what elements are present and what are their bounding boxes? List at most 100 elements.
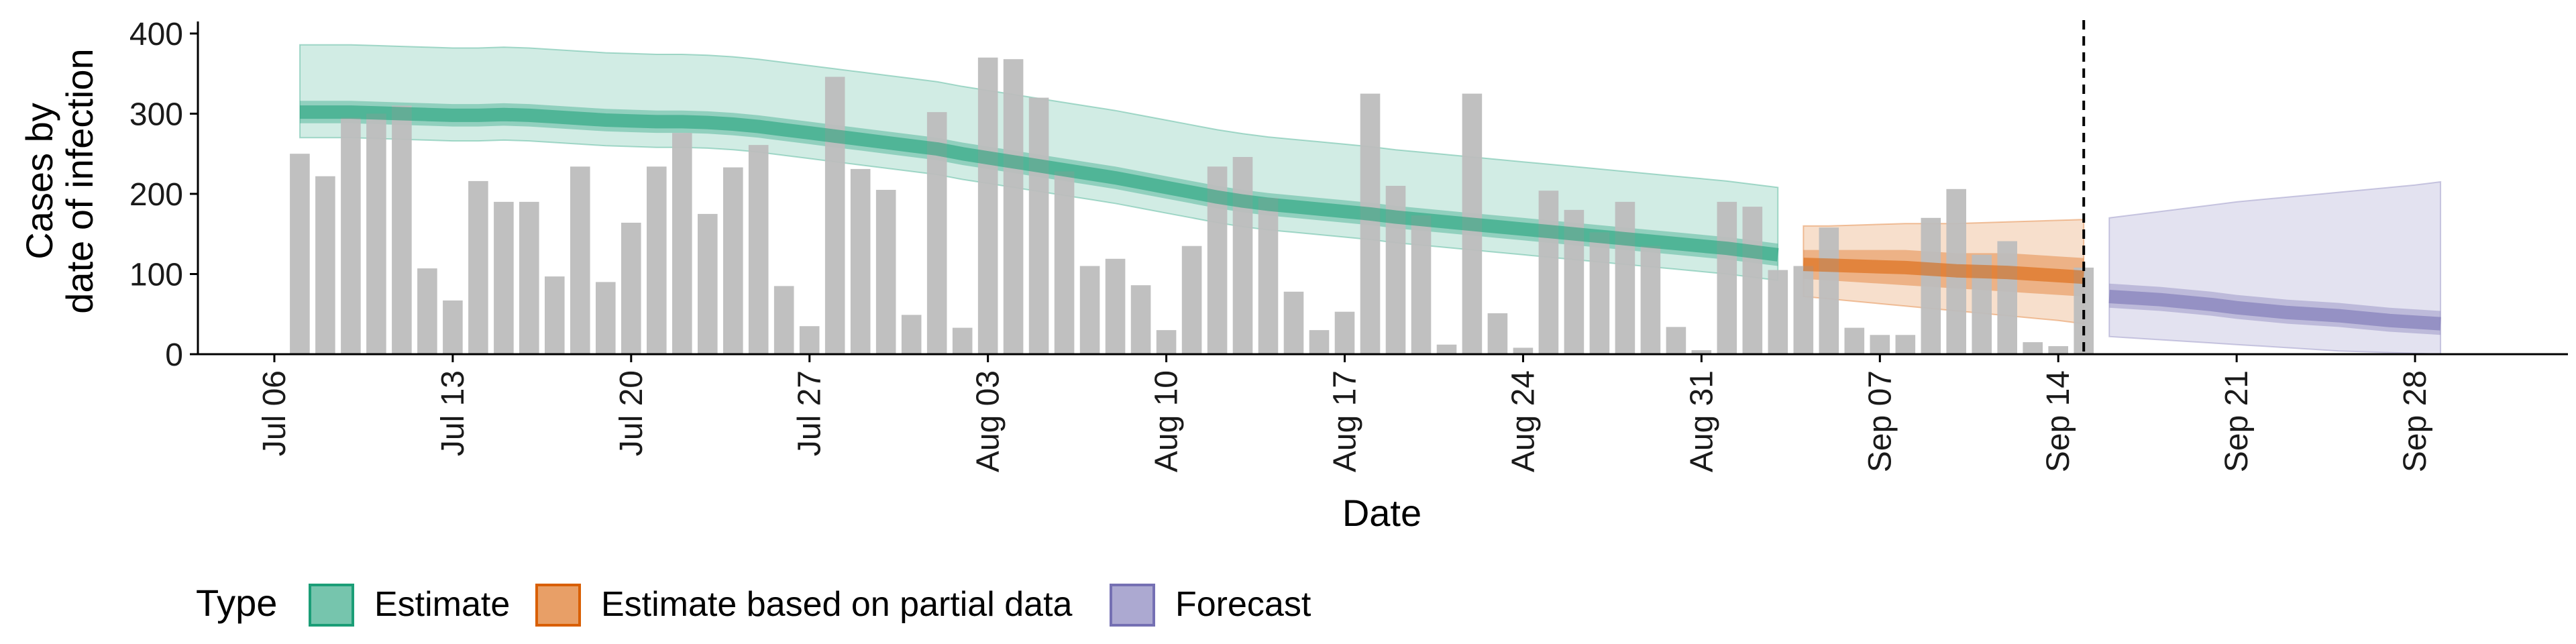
bar: [1742, 207, 1763, 354]
x-tick-label: Jul 06: [257, 370, 292, 456]
bar: [1487, 313, 1508, 354]
y-axis-title-line-1: Cases by: [18, 103, 60, 259]
bar: [1130, 285, 1151, 354]
bar: [672, 133, 692, 354]
bar: [621, 223, 641, 354]
x-tick-label: Aug 03: [971, 370, 1006, 472]
bar: [748, 145, 769, 354]
x-tick-label: Aug 10: [1149, 370, 1185, 472]
bar: [1768, 270, 1788, 354]
bar: [952, 327, 973, 354]
bar: [1895, 335, 1916, 354]
bar: [545, 276, 565, 354]
legend-key-estimate: [309, 584, 354, 627]
bar: [519, 201, 539, 354]
bar: [1105, 258, 1126, 354]
bar: [1615, 201, 1635, 354]
bar: [1028, 97, 1049, 354]
bar: [1436, 344, 1457, 354]
bar: [773, 286, 794, 354]
x-ticks: Jul 06 Jul 13 Jul 20 Jul 27 Aug 03 Aug 10 Aug …: [257, 354, 2433, 472]
x-tick-label: Jul 27: [792, 370, 828, 456]
x-tick-label: Jul 20: [614, 370, 649, 456]
bar: [850, 168, 871, 354]
bar: [417, 268, 437, 354]
bar: [2048, 346, 2068, 354]
bar: [1258, 198, 1279, 354]
legend-title: Type: [196, 582, 277, 624]
bar: [1589, 232, 1610, 354]
bar: [1538, 191, 1559, 354]
bar: [1079, 266, 1100, 354]
bar: [596, 282, 616, 354]
bar: [1819, 227, 1839, 354]
bar: [1691, 350, 1712, 354]
bar: [1666, 327, 1686, 354]
bar: [1997, 241, 2017, 354]
bar: [290, 154, 310, 354]
bar: [1921, 217, 1941, 354]
bar: [1870, 335, 1890, 354]
x-tick-label: Aug 17: [1328, 370, 1363, 472]
x-tick-label: Sep 21: [2219, 370, 2255, 472]
x-tick-label: Sep 14: [2041, 370, 2076, 472]
bar: [1793, 266, 1814, 354]
bar: [468, 180, 488, 354]
bar: [1309, 330, 1330, 354]
bar: [977, 57, 998, 355]
x-tick-label: Aug 31: [1684, 370, 1719, 472]
bar: [1513, 347, 1534, 354]
bar: [1232, 157, 1253, 354]
y-tick-label: 400: [129, 17, 183, 52]
bar: [443, 300, 463, 354]
bar: [799, 326, 820, 354]
bar: [901, 315, 922, 354]
y-tick-label: 100: [129, 257, 183, 292]
bar: [341, 117, 361, 354]
bar: [1283, 291, 1304, 354]
x-tick-label: Sep 07: [1862, 370, 1898, 472]
bar: [698, 213, 718, 354]
legend-key-estimate-partial: [535, 584, 581, 627]
bar: [1717, 201, 1737, 354]
x-tick-label: Sep 28: [2398, 370, 2433, 472]
legend-label-estimate-partial: Estimate based on partial data: [601, 585, 1073, 624]
bar: [875, 190, 896, 354]
bar: [1334, 311, 1355, 354]
bar: [2023, 342, 2043, 354]
x-tick-label: Jul 13: [435, 370, 471, 456]
median-line-estimate: [300, 105, 1779, 262]
y-axis-title-line-2: date of infection: [58, 48, 101, 313]
bar: [1181, 246, 1202, 354]
bar: [723, 167, 743, 354]
x-axis-title: Date: [1342, 492, 1421, 534]
bar: [315, 176, 335, 354]
median-line-forecast: [2108, 290, 2441, 331]
y-tick-label: 200: [129, 177, 183, 213]
median-line-layer: [300, 105, 2441, 331]
legend-key-forecast: [1110, 584, 1155, 627]
y-ticks: 0 100 200 300 400: [129, 17, 198, 373]
axes-layer: [197, 21, 2568, 356]
bar: [647, 166, 667, 355]
bar: [1054, 171, 1075, 354]
legend-label-forecast: Forecast: [1175, 585, 1311, 624]
bar: [494, 201, 514, 354]
bar: [570, 166, 590, 355]
bar: [1003, 59, 1024, 354]
bar: [1360, 93, 1381, 354]
y-tick-label: 0: [165, 337, 183, 373]
x-tick-label: Aug 24: [1505, 370, 1541, 472]
bar: [366, 113, 386, 354]
bar: [1640, 246, 1661, 354]
bar: [1411, 215, 1432, 354]
legend: Type Estimate Estimate based on partial …: [196, 582, 1311, 627]
bar: [392, 105, 412, 354]
y-tick-label: 300: [129, 97, 183, 132]
median-line-estimate-based-on-partial-data: [1803, 258, 2084, 284]
legend-label-estimate: Estimate: [374, 585, 510, 624]
bar: [1844, 327, 1865, 354]
bar: [1156, 330, 1177, 354]
